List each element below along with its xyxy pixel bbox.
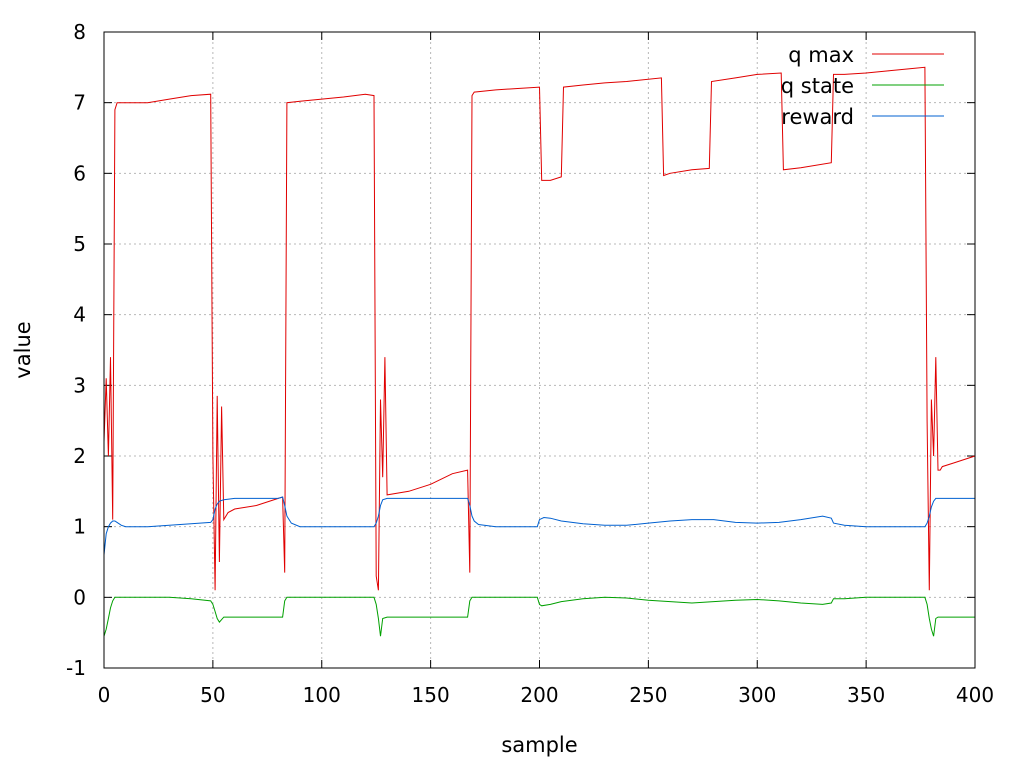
legend: q max q state reward: [781, 43, 944, 129]
plot-frame: [103, 31, 976, 669]
x-tick-label: 100: [303, 683, 341, 707]
tick-labels: 0 50 100 150 200 250 300 350 400 -1 0 1 2 3 4 5 6 7 8: [66, 20, 994, 707]
series-line-q-state: [103, 596, 975, 637]
y-axis-label: value: [11, 321, 35, 378]
x-tick-label: 200: [520, 683, 558, 707]
y-tick-label: 3: [73, 373, 86, 397]
y-tick-label: 7: [73, 91, 86, 115]
x-tick-label: 0: [98, 683, 111, 707]
grid: [104, 32, 975, 668]
y-tick-label: 0: [73, 585, 86, 609]
series-line-reward: [103, 496, 975, 555]
legend-label-q-max: q max: [788, 43, 854, 67]
x-tick-label: 50: [200, 683, 225, 707]
x-tick-label: 400: [956, 683, 994, 707]
x-tick-label: 300: [738, 683, 776, 707]
series-line-q-max: [103, 66, 976, 591]
legend-label-q-state: q state: [781, 74, 854, 98]
y-tick-label: 4: [73, 303, 86, 327]
legend-label-reward: reward: [781, 105, 854, 129]
x-tick-label: 150: [412, 683, 450, 707]
series-layer: [103, 66, 976, 637]
y-tick-label: 8: [73, 20, 86, 44]
y-tick-label: 1: [73, 515, 86, 539]
y-tick-label: 6: [73, 161, 86, 185]
y-tick-label: 2: [73, 444, 86, 468]
x-tick-label: 350: [847, 683, 885, 707]
y-tick-label: -1: [66, 656, 86, 680]
x-axis-label: sample: [501, 733, 577, 757]
y-tick-label: 5: [73, 232, 86, 256]
x-tick-label: 250: [629, 683, 667, 707]
